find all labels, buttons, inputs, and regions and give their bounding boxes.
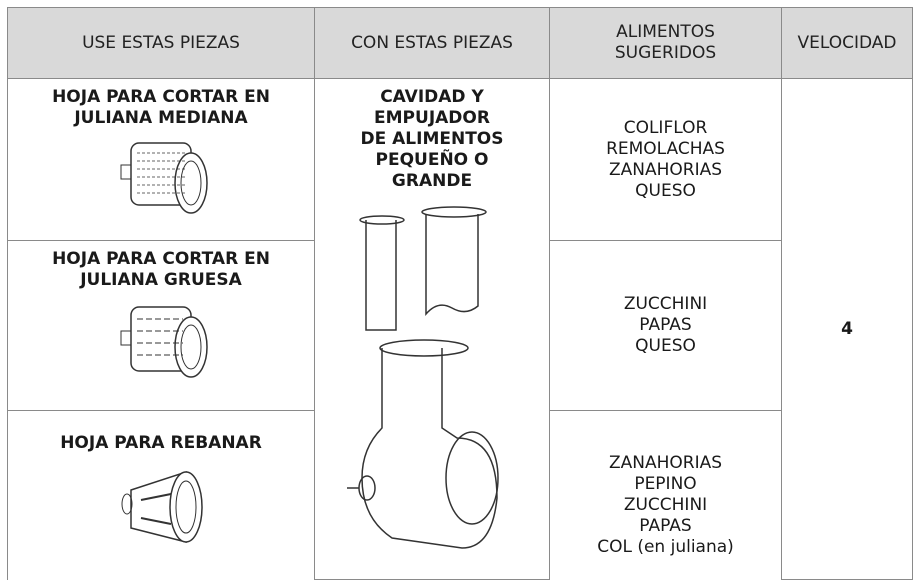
row: HOJA PARA CORTAR EN JULIANA GRUESA ZUCCH… bbox=[7, 240, 913, 411]
food-text: COL (en juliana) bbox=[597, 536, 734, 557]
piece-text: HOJA PARA REBANAR bbox=[60, 433, 262, 453]
blade-drawing bbox=[120, 142, 208, 214]
header-text: USE ESTAS PIEZAS bbox=[82, 32, 240, 53]
foods-cell: ZUCCHINI PAPAS QUESO bbox=[549, 240, 782, 411]
piece-cell: HOJA PARA REBANAR bbox=[7, 410, 315, 580]
piece-cell: HOJA PARA CORTAR EN JULIANA MEDIANA bbox=[7, 78, 315, 241]
foods-cell: ZANAHORIAS PEPINO ZUCCHINI PAPAS COL (en… bbox=[549, 410, 782, 580]
header-cell: USE ESTAS PIEZAS bbox=[7, 7, 315, 79]
foods-cell: COLIFLOR REMOLACHAS ZANAHORIAS QUESO bbox=[549, 78, 782, 241]
food-text: ZUCCHINI bbox=[623, 494, 708, 515]
with-parts-text: CAVIDAD Y bbox=[380, 87, 484, 107]
with-parts-text: EMPUJADOR bbox=[374, 108, 490, 128]
header-text: SUGERIDOS bbox=[614, 43, 717, 63]
food-text: PAPAS bbox=[639, 515, 692, 536]
with-parts-cell: CAVIDAD Y EMPUJADOR DE ALIMENTOS PEQUEÑO… bbox=[314, 78, 550, 580]
header-cell: ALIMENTOS SUGERIDOS bbox=[549, 7, 782, 79]
food-text: PEPINO bbox=[634, 473, 697, 494]
piece-text: JULIANA MEDIANA bbox=[74, 108, 248, 128]
with-parts-text: GRANDE bbox=[391, 171, 473, 191]
piece-text: JULIANA GRUESA bbox=[80, 270, 242, 290]
row: HOJA PARA REBANAR ZANAHORIAS PEPINO ZUCC… bbox=[7, 410, 913, 580]
piece-cell: HOJA PARA CORTAR EN JULIANA GRUESA bbox=[7, 240, 315, 411]
piece-text: HOJA PARA CORTAR EN bbox=[52, 87, 270, 107]
header-text: VELOCIDAD bbox=[797, 32, 897, 53]
food-text: REMOLACHAS bbox=[606, 138, 725, 159]
piece-text: HOJA PARA CORTAR EN bbox=[52, 249, 270, 269]
housing-drawing bbox=[347, 206, 499, 549]
food-text: ZUCCHINI bbox=[623, 294, 708, 314]
blade-drawing bbox=[120, 306, 208, 378]
parts-table: USE ESTAS PIEZAS CON ESTAS PIEZAS ALIMEN… bbox=[7, 7, 913, 580]
header-cell: VELOCIDAD bbox=[781, 7, 913, 79]
with-parts-text: DE ALIMENTOS bbox=[360, 129, 504, 149]
header-cell: CON ESTAS PIEZAS bbox=[314, 7, 550, 79]
with-parts-text: PEQUEÑO O bbox=[375, 150, 489, 170]
food-text: QUESO bbox=[635, 336, 696, 356]
header-text: CON ESTAS PIEZAS bbox=[351, 32, 513, 53]
header-row: USE ESTAS PIEZAS CON ESTAS PIEZAS ALIMEN… bbox=[7, 7, 913, 79]
speed-cell: 4 bbox=[781, 78, 913, 580]
food-text: ZANAHORIAS bbox=[608, 452, 723, 473]
food-text: ZANAHORIAS bbox=[608, 159, 723, 180]
food-text: PAPAS bbox=[639, 315, 692, 335]
food-text: QUESO bbox=[635, 180, 696, 201]
row: HOJA PARA CORTAR EN JULIANA MEDIANA CAVI… bbox=[7, 78, 913, 580]
food-text: COLIFLOR bbox=[623, 117, 708, 138]
speed-text: 4 bbox=[841, 318, 853, 339]
header-text: ALIMENTOS bbox=[616, 22, 715, 42]
blade-drawing bbox=[121, 470, 203, 543]
